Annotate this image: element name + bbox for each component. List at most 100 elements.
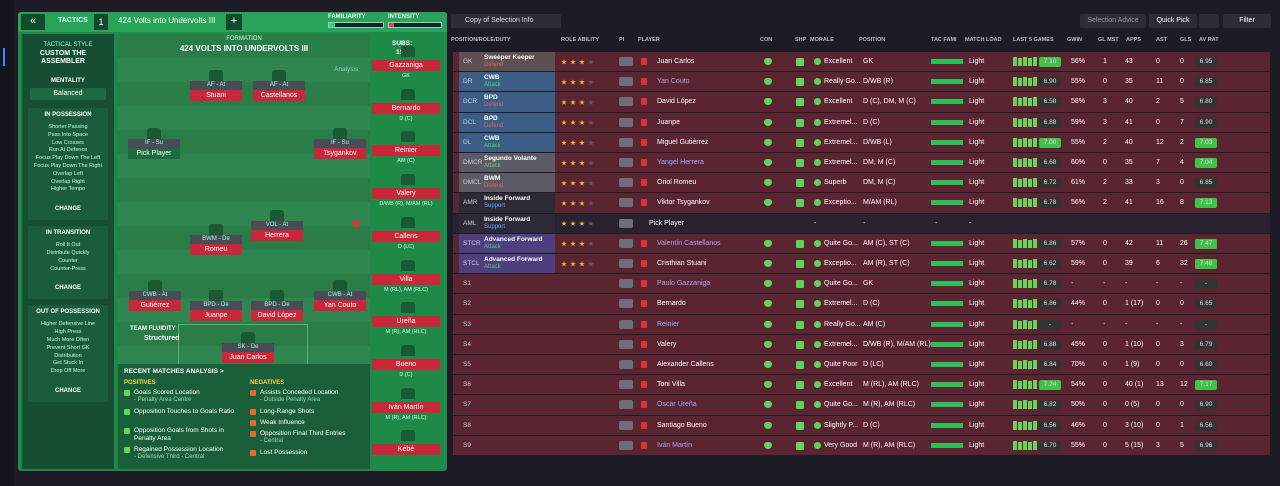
formation-name[interactable]: 424 VOLTS INTO UNDERVOLTS III [179,44,309,53]
player-row[interactable]: S4 Valery 6.88 6.79 Extremel... D/WB (R), M/A… [453,334,1270,354]
back-button[interactable]: « [21,14,45,30]
sub-name[interactable]: Iván Martín [372,401,440,413]
column-header[interactable]: TAC FAMI [931,37,957,43]
player-name[interactable]: Gutiérrez [129,300,181,311]
sub-name[interactable]: Bernardo [372,102,440,114]
tactic-slot[interactable]: 1 [94,14,108,30]
form-bar [1013,339,1017,349]
column-header[interactable]: PLAYER [638,37,660,43]
player-name[interactable]: Romeu [190,244,242,255]
player-row[interactable]: S6 Toni Villa 7.24 7.17 Excellent M (RL), AM … [453,375,1270,395]
player-row[interactable]: S5 Alexander Callens 6.84 6.60 Quite Poor D (… [453,355,1270,375]
column-header[interactable]: APPS [1126,37,1141,43]
change-button[interactable]: CHANGE [54,206,81,213]
player-name: Reinier [657,320,680,328]
column-header[interactable]: MATCH LOAD [965,37,1002,43]
column-header[interactable]: GWIN [1067,37,1082,43]
gl-mst: 0 [1103,421,1107,429]
change-button[interactable]: CHANGE [54,387,81,394]
player-row[interactable]: AMR Inside Forward Support Viktor Tsygankov… [453,193,1270,213]
sub-name[interactable]: Ureña [372,316,440,328]
player-row[interactable]: DMCR Segundo Volante Attack Yangel Herrera 6… [453,153,1270,173]
player-row[interactable]: S2 Bernardo 6.86 6.65 Extremel... D (C) Light 4… [453,294,1270,314]
sub-name[interactable]: Kébé [372,444,440,456]
column-header[interactable]: PI [619,37,625,43]
add-tactic[interactable]: + [226,14,242,30]
sub-name[interactable]: Gazzaniga [372,60,440,71]
sub-name[interactable]: Callens [372,230,440,242]
role-cell [459,193,555,213]
quick-pick-menu[interactable] [1199,14,1219,28]
gl-mst: 0 [1103,401,1107,409]
player-name[interactable]: Pick Player [128,148,180,159]
view-selector[interactable]: Copy of Selection Info [451,14,561,28]
role-cell [459,213,555,233]
column-header[interactable]: GL MST [1098,37,1119,43]
player-row[interactable]: DMCL BWM Defend Oriol Romeu 6.72 6.85 Superb DM… [453,173,1270,193]
column-header[interactable]: CON [760,37,773,43]
player-row[interactable]: AML Inside Forward Support Pick Player - - - - [353,213,1270,233]
form-bar [1028,98,1032,107]
tactic-name[interactable]: 424 Volts into Undervolts III [118,16,216,25]
player-row[interactable]: S8 Santiago Bueno 6.56 6.56 Slightly P... D (… [453,415,1270,435]
match-load: Light [969,300,985,308]
player-row[interactable]: DL CWB Attack Miguel Gutiérrez 7.00 7.03 Extre… [453,132,1270,152]
player-row[interactable]: S7 Oscar Ureña 6.82 6.90 Quite Go... M (R), A… [453,395,1270,415]
player-row[interactable]: DR CWB Attack Yan Couto 6.90 6.85 Really Go...… [453,72,1270,92]
player-row[interactable]: DCR BPD Defend David López 6.58 6.80 Excellent… [453,92,1270,112]
position-code: S1 [463,280,471,288]
player-name[interactable]: Tsygankov [314,148,366,159]
filter[interactable]: Filter [1223,14,1271,28]
role: Advanced Forward [484,256,543,263]
column-header[interactable]: POSITION [859,37,886,43]
column-header[interactable]: SHP [795,37,807,43]
sub-name[interactable]: Bueno [372,358,440,370]
role-cell [459,254,555,274]
form-bar [1028,58,1032,66]
player-name[interactable]: Juanpe [190,310,242,321]
player-shirt [641,58,647,65]
player-row[interactable]: GK Sweeper Keeper Defend Juan Carlos 7.10 6.9… [453,52,1270,72]
instruction: Low Crosses [52,139,84,146]
sub-name[interactable]: Reinier [372,145,440,157]
selection-advice[interactable]: Selection Advice [1080,14,1146,28]
player-name[interactable]: Castellanos [253,90,305,101]
column-header[interactable]: POSITION/ROLE/DUTY [451,37,511,43]
gl-mst: 2 [1103,179,1107,187]
mentality-box[interactable]: Balanced [30,88,106,100]
sub-name[interactable]: Valery [372,188,440,200]
column-header[interactable]: MORALE [810,37,834,43]
sub-position: GK [402,73,410,79]
column-header[interactable]: LAST 5 GAMES [1013,37,1054,43]
position: D (C) [863,300,880,308]
form-bar [1028,179,1032,188]
player-shirt [272,70,286,82]
player-row[interactable]: STCR Advanced Forward Attack Valentín Caste… [453,233,1270,253]
player-name[interactable]: Herrera [251,230,303,241]
column-header[interactable]: ROLE ABILITY [561,37,599,43]
apps: - [1125,280,1128,288]
role: CWB [484,134,500,142]
star [579,119,585,126]
tac-bar [931,402,963,408]
player-name[interactable]: David López [251,310,303,321]
player-row[interactable]: DCL BPD Defend Juanpe 6.88 6.90 Extremel... D (… [453,112,1270,132]
quick-pick[interactable]: Quick Pick [1149,14,1197,28]
ast: - [1156,280,1159,288]
match-load: Light [969,441,985,449]
player-name[interactable]: Yan Couto [314,300,366,311]
player-row[interactable]: S3 Reinier - - Really Go... AM (C) Light - - - - - [453,314,1270,334]
player-row[interactable]: S1 Paulo Gazzaniga 6.78 - Quite Go... GK Light… [453,274,1270,294]
analysis-title[interactable]: RECENT MATCHES ANALYSIS > [124,368,224,375]
player-row[interactable]: S9 Iván Martín 6.70 6.96 Very Good M (R), AM … [453,435,1270,455]
change-button[interactable]: CHANGE [54,285,81,292]
player-row[interactable]: STCL Advanced Forward Attack Cristhian Stua… [453,254,1270,274]
column-header[interactable]: AST [1156,37,1167,43]
player-name[interactable]: Stuani [190,90,242,101]
column-header[interactable]: AV RAT [1199,37,1219,43]
sub-name[interactable]: Villa [372,273,440,285]
player-name[interactable]: Juan Carlos [222,352,274,363]
analysis-toggle[interactable]: Analysis [334,66,359,73]
column-header[interactable]: GLS [1180,37,1192,43]
form-bar [1033,117,1037,127]
